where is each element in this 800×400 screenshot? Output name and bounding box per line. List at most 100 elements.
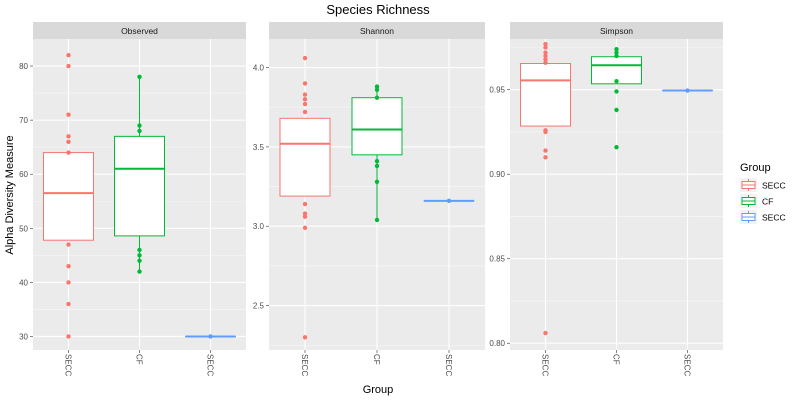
data-point (302, 81, 308, 86)
y-tick-label: 70 (19, 116, 28, 125)
facet-strip (33, 22, 246, 39)
data-point (66, 242, 71, 247)
y-tick-label: 4.0 (253, 64, 265, 73)
box-iqr (351, 97, 403, 156)
data-point (614, 107, 619, 113)
facet-panels: Observed 30 40 50 60 70 80 SECC CF SECC Shannon 2.5… (19, 22, 723, 376)
data-point (302, 225, 308, 231)
x-tick-label: CF (372, 354, 381, 365)
y-axis-title: Alpha Diversity Measure (4, 135, 16, 254)
y-tick-label: 30 (19, 332, 28, 341)
box-cf (591, 46, 642, 150)
data-point (137, 123, 142, 128)
data-point (66, 53, 71, 58)
x-axis-title: Group (363, 384, 394, 396)
facet-observed: Observed 30 40 50 60 70 80 SECC CF SECC (19, 22, 246, 376)
data-point (374, 84, 380, 89)
y-tick-label: 2.5 (253, 302, 265, 311)
data-point (302, 214, 308, 219)
box-secc (520, 41, 571, 336)
data-point (137, 74, 142, 80)
data-point (374, 95, 380, 100)
data-point (208, 334, 213, 339)
chart-title: Species Richness (326, 2, 430, 17)
legend-label: SECC (762, 213, 786, 223)
facet-strip-label: Simpson (600, 26, 633, 36)
facet-strip-label: Shannon (360, 26, 394, 36)
data-point (302, 101, 308, 107)
data-point (543, 57, 548, 62)
box-secc (185, 334, 236, 339)
data-point (543, 155, 548, 160)
box-secc (423, 198, 475, 204)
data-point (302, 201, 308, 207)
data-point (302, 97, 308, 102)
legend-label: CF (762, 197, 773, 207)
data-point (614, 53, 619, 59)
data-point (137, 253, 142, 258)
facet-strip (269, 22, 485, 39)
y-tick-label: 0.85 (489, 255, 505, 264)
y-tick-label: 80 (19, 62, 28, 71)
box-iqr (279, 117, 331, 197)
x-tick-label: SECC (541, 354, 550, 376)
data-point (302, 55, 308, 61)
x-tick-label: SECC (683, 354, 692, 376)
data-point (543, 50, 548, 55)
data-point (543, 148, 548, 153)
legend-entry-cf: CF (740, 194, 773, 208)
box-secc (662, 88, 713, 93)
x-tick-label: SECC (206, 354, 215, 376)
data-point (66, 112, 71, 117)
data-point (614, 144, 619, 150)
box-iqr (114, 135, 165, 237)
facet-shannon: Shannon 2.5 3.0 3.5 4.0 SECC CF SECC (253, 22, 485, 376)
data-point (543, 129, 548, 135)
y-tick-label: 3.0 (253, 222, 265, 231)
data-point (66, 334, 71, 339)
legend: Group SECC CF SECC (740, 162, 786, 224)
data-point (137, 269, 142, 274)
data-point (66, 301, 71, 307)
data-point (137, 258, 142, 263)
legend-entry-secc: SECC (740, 178, 786, 192)
data-point (302, 335, 308, 340)
data-point (374, 87, 380, 92)
data-point (446, 198, 452, 204)
data-point (614, 50, 619, 55)
data-point (374, 179, 380, 185)
data-point (302, 109, 308, 115)
data-point (137, 128, 142, 134)
facet-strip-label: Observed (121, 26, 158, 36)
data-point (614, 89, 619, 94)
data-point (137, 247, 142, 253)
data-point (543, 330, 548, 336)
data-point (66, 263, 71, 269)
x-tick-label: CF (135, 354, 144, 365)
y-tick-label: 60 (19, 170, 28, 179)
data-point (66, 63, 71, 69)
data-point (543, 60, 548, 65)
data-point (614, 46, 619, 52)
data-point (374, 158, 380, 164)
data-point (543, 41, 548, 47)
legend-title: Group (740, 162, 771, 174)
box-iqr (43, 152, 94, 241)
y-tick-label: 0.90 (489, 170, 505, 179)
data-point (374, 217, 380, 223)
box-secc (43, 53, 94, 339)
data-point (66, 134, 71, 139)
facet-simpson: Simpson 0.80 0.85 0.90 0.95 SECC CF SECC (489, 22, 723, 376)
facet-strip (510, 22, 723, 39)
x-tick-label: SECC (444, 354, 453, 376)
data-point (66, 139, 71, 144)
data-point (374, 163, 380, 169)
data-point (614, 79, 619, 84)
data-point (302, 211, 308, 216)
x-tick-label: SECC (300, 354, 309, 376)
legend-entry-secc: SECC (740, 210, 786, 224)
y-tick-label: 40 (19, 278, 28, 287)
box-cf (114, 74, 165, 274)
data-point (302, 92, 308, 97)
